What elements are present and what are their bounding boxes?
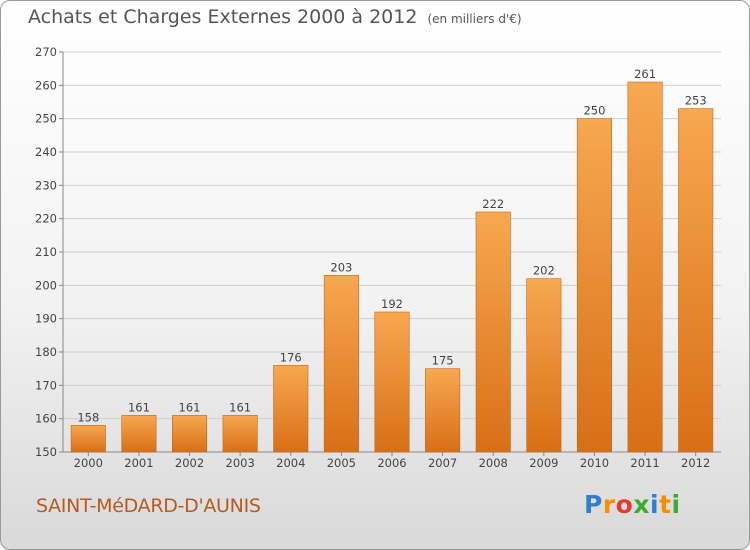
x-tick-label: 2006	[377, 456, 406, 470]
x-tick-label: 2005	[327, 456, 356, 470]
logo-letter: x	[633, 490, 650, 519]
data-label: 161	[128, 400, 150, 414]
data-label: 161	[229, 400, 251, 414]
chart-title: Achats et Charges Externes 2000 à 2012 (e…	[28, 6, 522, 28]
logo-letter: P	[584, 490, 603, 519]
data-label: 222	[482, 197, 504, 211]
data-label: 261	[634, 67, 656, 81]
axis-layer: 150 160 170 180 190 200 210 220 230 240 250 260 270 2…	[35, 45, 721, 470]
proxiti-logo: Proxiti	[584, 490, 681, 519]
y-tick-label: 250	[35, 112, 57, 126]
y-tick-label: 270	[35, 45, 57, 59]
bar-layer	[70, 81, 714, 453]
y-tick-label: 150	[35, 445, 57, 459]
x-tick-label: 2003	[226, 456, 255, 470]
x-tick-label: 2002	[175, 456, 204, 470]
y-tick-label: 210	[35, 245, 57, 259]
x-tick-label: 2001	[124, 456, 153, 470]
data-label: 161	[179, 400, 201, 414]
logo-letter: t	[659, 490, 672, 519]
chart-title-text: Achats et Charges Externes 2000 à 2012	[28, 6, 418, 28]
x-tick-label: 2011	[630, 456, 659, 470]
x-tick-label: 2008	[479, 456, 508, 470]
logo-letter: o	[615, 490, 634, 519]
x-tick-label: 2000	[74, 456, 103, 470]
bar-2006	[374, 311, 410, 453]
y-tick-label: 230	[35, 178, 57, 192]
logo-letter: i	[671, 490, 681, 519]
data-label: 192	[381, 297, 403, 311]
bar-2009	[526, 278, 562, 453]
logo-letter: r	[602, 490, 616, 519]
bar-2010	[576, 118, 612, 453]
bar-2003	[222, 415, 258, 453]
y-tick-label: 220	[35, 212, 57, 226]
y-tick-label: 260	[35, 78, 57, 92]
y-tick-label: 190	[35, 312, 57, 326]
y-tick-label: 180	[35, 345, 57, 359]
bar-2000	[70, 425, 106, 453]
commune-name: SAINT-MéDARD-D'AUNIS	[36, 495, 261, 517]
y-tick-label: 160	[35, 412, 57, 426]
bar-2004	[273, 365, 309, 453]
data-label: 176	[280, 350, 302, 364]
y-tick-label: 200	[35, 278, 57, 292]
x-tick-label: 2010	[580, 456, 609, 470]
y-tick-label: 240	[35, 145, 57, 159]
bar-2002	[172, 415, 208, 453]
x-tick-label: 2007	[428, 456, 457, 470]
bar-2001	[121, 415, 157, 453]
bar-2012	[678, 108, 714, 453]
logo-letter: i	[650, 490, 660, 519]
bar-2007	[425, 368, 461, 453]
data-label: 158	[77, 410, 99, 424]
data-label: 253	[685, 94, 707, 108]
bar-2008	[475, 211, 511, 453]
data-label: 202	[533, 264, 555, 278]
data-label: 250	[583, 104, 605, 118]
data-label: 175	[432, 354, 454, 368]
label-layer: 158 161 161 161 176 203 192 175 222 202 250 261 253	[77, 67, 706, 424]
y-tick-label: 170	[35, 378, 57, 392]
x-tick-label: 2009	[529, 456, 558, 470]
x-tick-label: 2012	[681, 456, 710, 470]
chart-subtitle: (en milliers d'€)	[427, 12, 522, 26]
data-label: 203	[330, 260, 352, 274]
bar-2005	[323, 275, 359, 453]
bar-2011	[627, 81, 663, 453]
x-tick-label: 2004	[276, 456, 305, 470]
